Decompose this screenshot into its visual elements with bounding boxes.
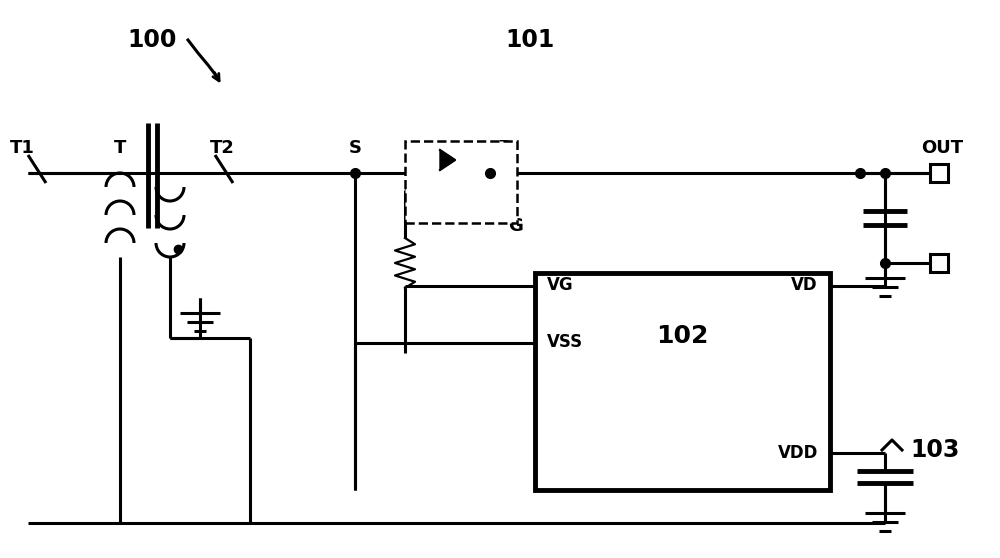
Text: 101: 101 xyxy=(505,28,555,52)
Text: VDD: VDD xyxy=(778,444,818,462)
Text: 102: 102 xyxy=(656,324,708,348)
Bar xyxy=(535,273,830,490)
Bar xyxy=(930,254,948,272)
Text: VSS: VSS xyxy=(547,333,583,351)
Text: 100: 100 xyxy=(127,28,177,52)
Polygon shape xyxy=(440,150,455,170)
Bar xyxy=(405,141,517,223)
Text: D: D xyxy=(498,139,512,157)
Text: T1: T1 xyxy=(10,139,34,157)
Text: T: T xyxy=(114,139,126,157)
Text: 103: 103 xyxy=(910,438,959,462)
Text: OUT: OUT xyxy=(921,139,963,157)
Text: T2: T2 xyxy=(210,139,234,157)
Bar xyxy=(930,164,948,182)
Text: S: S xyxy=(349,139,362,157)
Text: G: G xyxy=(508,217,523,235)
Text: VD: VD xyxy=(791,276,818,294)
Text: VG: VG xyxy=(547,276,574,294)
